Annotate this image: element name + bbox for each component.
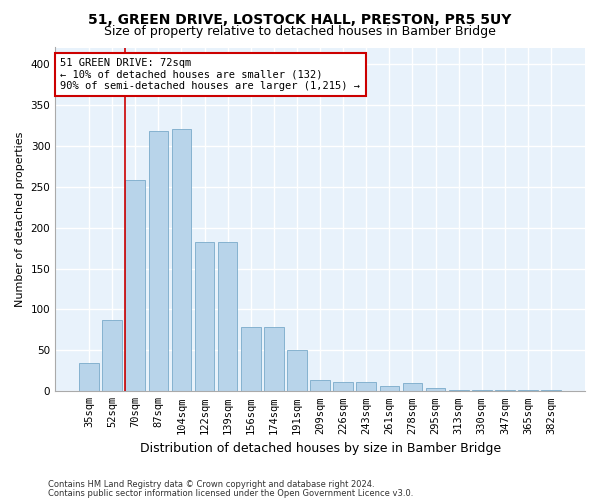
Bar [495,390,515,392]
Bar [287,350,307,392]
Bar [356,382,376,392]
Text: Size of property relative to detached houses in Bamber Bridge: Size of property relative to detached ho… [104,25,496,38]
Bar [79,362,99,392]
Bar [449,390,469,392]
Bar [403,383,422,392]
Bar [310,380,330,392]
Bar [149,131,168,392]
Bar [125,180,145,392]
Text: Contains public sector information licensed under the Open Government Licence v3: Contains public sector information licen… [48,489,413,498]
Text: 51, GREEN DRIVE, LOSTOCK HALL, PRESTON, PR5 5UY: 51, GREEN DRIVE, LOSTOCK HALL, PRESTON, … [88,12,512,26]
Bar [103,320,122,392]
Bar [334,382,353,392]
Bar [518,390,538,392]
X-axis label: Distribution of detached houses by size in Bamber Bridge: Distribution of detached houses by size … [140,442,500,455]
Text: 51 GREEN DRIVE: 72sqm
← 10% of detached houses are smaller (132)
90% of semi-det: 51 GREEN DRIVE: 72sqm ← 10% of detached … [61,58,361,91]
Y-axis label: Number of detached properties: Number of detached properties [15,132,25,307]
Bar [541,390,561,392]
Bar [472,390,491,392]
Bar [218,242,238,392]
Bar [426,388,445,392]
Bar [380,386,399,392]
Bar [241,326,260,392]
Bar [172,130,191,392]
Bar [195,242,214,392]
Text: Contains HM Land Registry data © Crown copyright and database right 2024.: Contains HM Land Registry data © Crown c… [48,480,374,489]
Bar [264,326,284,392]
